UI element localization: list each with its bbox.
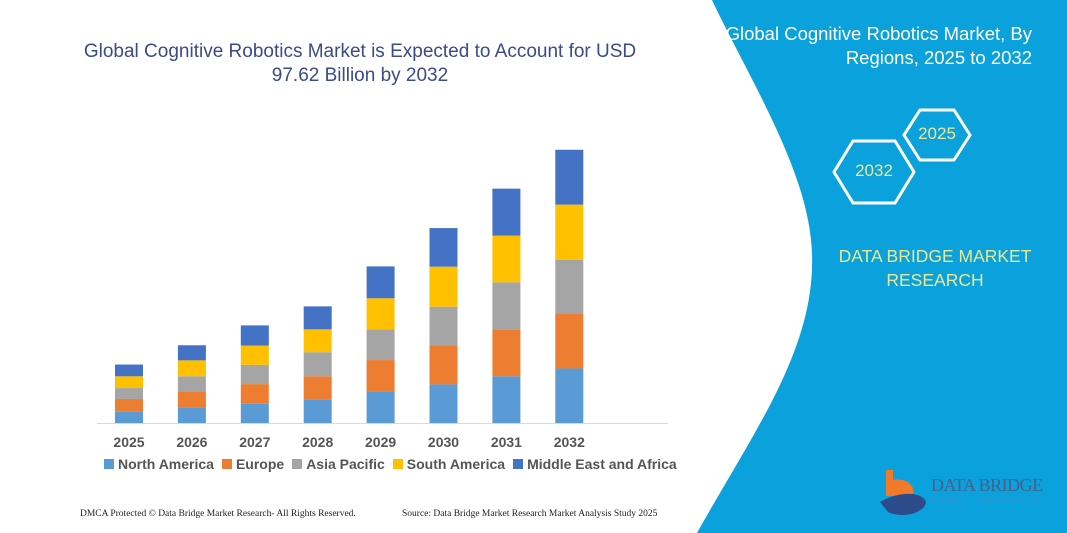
legend-label: Middle East and Africa bbox=[527, 456, 677, 472]
bar-segment-2028-europe bbox=[303, 376, 332, 400]
legend-swatch bbox=[392, 459, 403, 469]
bar-segment-2028-asia-pacific bbox=[303, 352, 332, 377]
logo-sub: MARKET RESEARCH bbox=[932, 497, 1042, 503]
bar-segment-2029-europe bbox=[366, 360, 395, 392]
legend-item: Middle East and Africa bbox=[513, 456, 677, 472]
x-tick-label: 2031 bbox=[490, 434, 522, 450]
side-panel-title: Global Cognitive Robotics Market, By Reg… bbox=[725, 23, 1032, 68]
bar-segment-2029-south-america bbox=[366, 298, 395, 330]
bar-segment-2031-north-america bbox=[492, 376, 521, 423]
x-tick-label: 2028 bbox=[302, 434, 334, 450]
chart-title: Global Cognitive Robotics Market is Expe… bbox=[83, 41, 637, 86]
bar-segment-2030-europe bbox=[429, 345, 458, 385]
bar-segment-2026-asia-pacific bbox=[177, 376, 206, 392]
bar-segment-2025-south-america bbox=[115, 376, 143, 389]
bar-segment-2027-europe bbox=[240, 384, 269, 404]
logo-icon bbox=[880, 470, 926, 515]
legend-label: Europe bbox=[235, 456, 285, 472]
x-tick-label: 2030 bbox=[427, 434, 460, 450]
bar-segment-2026-europe bbox=[177, 391, 206, 408]
legend-swatch bbox=[104, 459, 114, 469]
bar-segment-2032-south-america bbox=[555, 204, 584, 260]
bar-segment-2029-north-america bbox=[366, 391, 395, 423]
brand-text: DATA BRIDGE MARKET RESEARCH bbox=[838, 246, 1032, 290]
bar-segment-2031-europe bbox=[492, 329, 521, 377]
bar-segment-2028-south-america bbox=[303, 329, 332, 353]
bar-segment-2026-middle-east-and-africa bbox=[177, 345, 206, 361]
bar-segment-2031-south-america bbox=[492, 235, 521, 283]
bar-segment-2032-middle-east-and-africa bbox=[555, 149, 584, 205]
legend-label: Asia Pacific bbox=[306, 456, 385, 472]
bar-segment-2027-asia-pacific bbox=[240, 364, 269, 385]
bar-segment-2027-north-america bbox=[240, 403, 269, 423]
bar-segment-2028-middle-east-and-africa bbox=[303, 306, 332, 330]
hexagon-2032 bbox=[832, 139, 916, 205]
legend-label: North America bbox=[118, 456, 214, 472]
legend-item: Asia Pacific bbox=[292, 456, 385, 472]
bar-segment-2027-south-america bbox=[240, 345, 269, 365]
hex-label-2025: 2025 bbox=[918, 124, 956, 143]
legend-item: North America bbox=[104, 456, 214, 472]
x-tick-label: 2027 bbox=[239, 434, 271, 450]
bar-segment-2032-north-america bbox=[555, 368, 584, 423]
legend-swatch bbox=[292, 459, 303, 469]
bar-segment-2025-asia-pacific bbox=[115, 388, 143, 399]
bar-segment-2025-middle-east-and-africa bbox=[115, 364, 143, 377]
bar-segment-2030-middle-east-and-africa bbox=[429, 228, 458, 267]
x-tick-label: 2025 bbox=[113, 434, 145, 450]
bar-segment-2030-asia-pacific bbox=[429, 306, 458, 346]
bar-segment-2031-middle-east-and-africa bbox=[492, 188, 521, 236]
bar-segment-2026-south-america bbox=[177, 360, 206, 377]
bar-segment-2025-north-america bbox=[115, 411, 143, 423]
legend-swatch bbox=[221, 459, 232, 469]
x-tick-label: 2026 bbox=[176, 434, 208, 450]
x-tick-label: 2032 bbox=[553, 434, 585, 450]
bar-segment-2030-south-america bbox=[429, 266, 458, 307]
footer-source: Source: Data Bridge Market Research Mark… bbox=[402, 509, 658, 519]
legend-swatch bbox=[513, 459, 524, 469]
bar-segment-2032-europe bbox=[555, 313, 584, 369]
legend: North America Europe Asia Pacific South Ame… bbox=[104, 456, 677, 472]
bar-segment-2028-north-america bbox=[303, 399, 332, 423]
bar-segment-2030-north-america bbox=[429, 384, 458, 423]
x-tick-label: 2029 bbox=[365, 434, 397, 450]
legend-label: South America bbox=[406, 456, 506, 472]
legend-item: South America bbox=[392, 456, 506, 472]
bar-segment-2029-asia-pacific bbox=[366, 329, 395, 361]
bar-segment-2032-asia-pacific bbox=[555, 259, 584, 314]
hexagon-2025 bbox=[902, 108, 972, 162]
bar-segment-2031-asia-pacific bbox=[492, 282, 521, 330]
side-panel-shape bbox=[697, 0, 1067, 533]
logo-name: DATA BRIDGE bbox=[931, 475, 1043, 495]
bar-segment-2026-north-america bbox=[177, 407, 206, 423]
bar-segment-2029-middle-east-and-africa bbox=[366, 266, 395, 299]
hex-label-2032: 2032 bbox=[855, 161, 893, 180]
footer-copyright: DMCA Protected © Data Bridge Market Rese… bbox=[80, 509, 356, 519]
bar-segment-2025-europe bbox=[115, 398, 143, 412]
bar-segment-2027-middle-east-and-africa bbox=[240, 325, 269, 346]
chart-plot bbox=[115, 149, 584, 423]
legend-item: Europe bbox=[221, 456, 285, 472]
